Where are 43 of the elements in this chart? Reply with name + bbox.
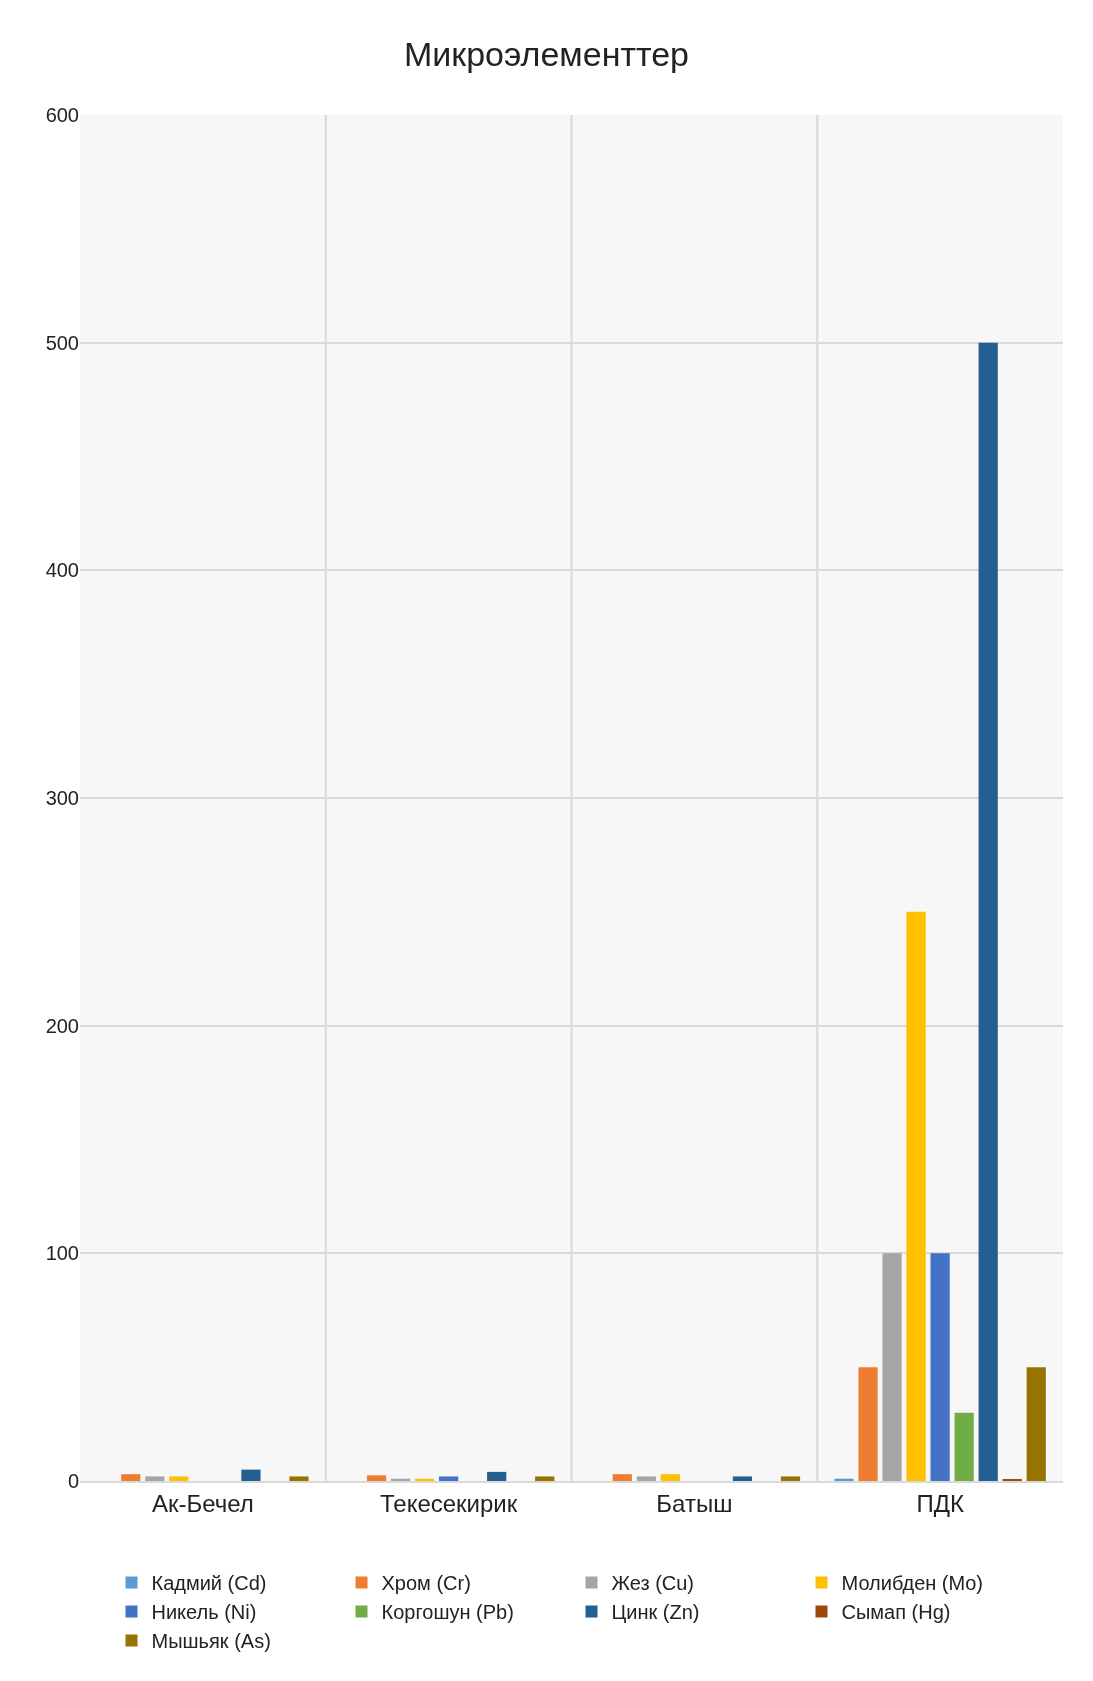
legend-label: Жез (Cu) xyxy=(611,1572,695,1595)
bar xyxy=(487,1471,507,1481)
bar xyxy=(439,1476,459,1481)
legend-label: Кадмий (Cd) xyxy=(151,1572,267,1595)
y-tick-label: 100 xyxy=(45,1242,79,1265)
bar xyxy=(169,1476,189,1481)
bar xyxy=(145,1476,165,1481)
legend-label: Цинк (Zn) xyxy=(611,1601,700,1624)
bar xyxy=(612,1474,632,1481)
bar xyxy=(978,342,998,1481)
bar xyxy=(636,1476,656,1481)
bar xyxy=(954,1412,974,1481)
legend-label: Сымап (Hg) xyxy=(841,1601,951,1624)
y-tick-label: 400 xyxy=(45,559,79,582)
bar xyxy=(858,1367,878,1481)
bar xyxy=(882,1253,902,1481)
bar xyxy=(366,1475,387,1481)
bar xyxy=(732,1476,753,1481)
x-tick-label: Батыш xyxy=(656,1489,733,1517)
bar xyxy=(834,1478,854,1481)
bar xyxy=(241,1469,261,1481)
bar xyxy=(535,1476,555,1481)
x-tick-label: Ак-Бечел xyxy=(151,1489,254,1517)
y-tick-label: 0 xyxy=(67,1470,79,1492)
y-tick-label: 500 xyxy=(45,331,79,354)
y-tick-label: 300 xyxy=(45,787,79,809)
bar xyxy=(1026,1367,1046,1481)
bar xyxy=(930,1253,950,1481)
x-tick-label: Текесекирик xyxy=(379,1489,518,1517)
legend-label: Молибден (Mo) xyxy=(841,1572,983,1595)
y-tick-label: 600 xyxy=(45,104,79,126)
bar xyxy=(660,1474,680,1481)
legend-label: Никель (Ni) xyxy=(151,1601,257,1624)
bar xyxy=(906,911,926,1481)
legend-label: Мышьяк (As) xyxy=(151,1630,271,1653)
y-tick-label: 200 xyxy=(45,1014,79,1037)
bar xyxy=(121,1474,141,1481)
bar xyxy=(780,1476,801,1481)
chart-title: Микроэлементтер xyxy=(404,34,689,73)
legend-label: Хром (Cr) xyxy=(381,1572,471,1595)
x-tick-label: ПДК xyxy=(916,1489,964,1517)
legend-label: Коргошун (Pb) xyxy=(381,1601,514,1624)
bar xyxy=(289,1476,309,1481)
